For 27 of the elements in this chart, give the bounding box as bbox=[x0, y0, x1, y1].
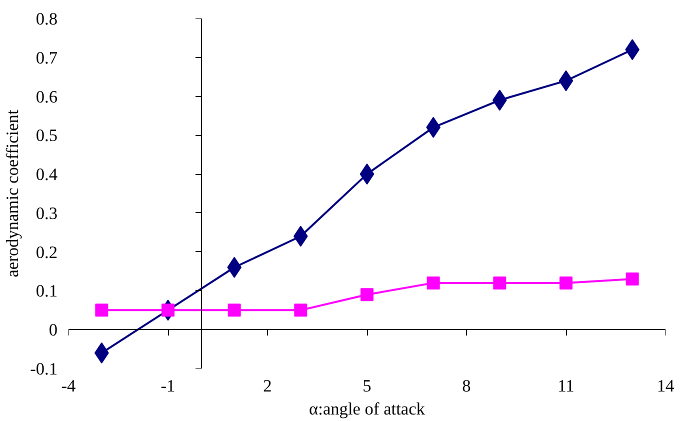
y-tick-label: 0.3 bbox=[36, 204, 58, 223]
point bbox=[426, 276, 440, 290]
point bbox=[294, 304, 308, 317]
y-tick-label: -0.1 bbox=[30, 360, 58, 378]
x-tick-label: 11 bbox=[558, 376, 574, 396]
y-tick-label: 0.8 bbox=[36, 10, 58, 28]
y-tick-label: 0.1 bbox=[36, 282, 58, 301]
point bbox=[95, 304, 108, 317]
x-tick-label: 14 bbox=[656, 376, 674, 396]
x-tick-label: -4 bbox=[61, 376, 76, 396]
y-tick-label: 0.5 bbox=[36, 126, 58, 146]
x-tick-label: 5 bbox=[362, 376, 372, 396]
point bbox=[626, 272, 639, 286]
y-tick-label: 0 bbox=[48, 320, 58, 340]
point bbox=[360, 288, 374, 302]
y-tick-label: 0.4 bbox=[36, 165, 58, 184]
point bbox=[560, 276, 572, 290]
point bbox=[228, 304, 241, 317]
y-tick-label: 0.6 bbox=[36, 87, 58, 106]
x-tick-label: 8 bbox=[462, 376, 471, 396]
x-tick-label: -1 bbox=[160, 376, 176, 396]
y-tick-label: 0.7 bbox=[36, 48, 58, 68]
x-axis-title: α:angle of attack bbox=[309, 400, 426, 418]
y-tick-label: 0.2 bbox=[36, 242, 58, 262]
point bbox=[493, 276, 506, 290]
y-axis-title: aerodynamic coefficient bbox=[3, 110, 22, 278]
x-tick-label: 2 bbox=[263, 376, 272, 396]
